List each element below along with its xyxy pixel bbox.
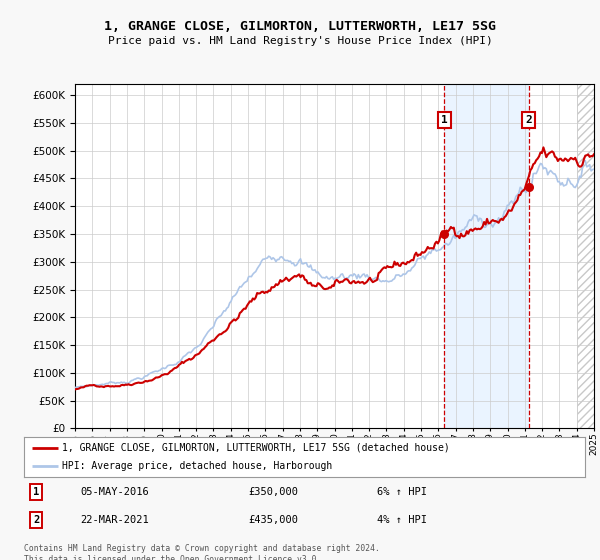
Text: HPI: Average price, detached house, Harborough: HPI: Average price, detached house, Harb… (62, 461, 332, 471)
Text: 4% ↑ HPI: 4% ↑ HPI (377, 515, 427, 525)
Text: 1: 1 (441, 115, 448, 125)
Bar (445, 84, 529, 428)
Text: 1, GRANGE CLOSE, GILMORTON, LUTTERWORTH, LE17 5SG: 1, GRANGE CLOSE, GILMORTON, LUTTERWORTH,… (104, 20, 496, 32)
Text: 1, GRANGE CLOSE, GILMORTON, LUTTERWORTH, LE17 5SG (detached house): 1, GRANGE CLOSE, GILMORTON, LUTTERWORTH,… (62, 443, 450, 452)
Text: £435,000: £435,000 (248, 515, 298, 525)
Text: 2: 2 (525, 115, 532, 125)
Text: 6% ↑ HPI: 6% ↑ HPI (377, 487, 427, 497)
Text: Contains HM Land Registry data © Crown copyright and database right 2024.
This d: Contains HM Land Registry data © Crown c… (24, 544, 380, 560)
Text: 1: 1 (33, 487, 40, 497)
Bar (577, 84, 594, 428)
Text: 05-MAY-2016: 05-MAY-2016 (80, 487, 149, 497)
Text: Price paid vs. HM Land Registry's House Price Index (HPI): Price paid vs. HM Land Registry's House … (107, 36, 493, 46)
Text: 22-MAR-2021: 22-MAR-2021 (80, 515, 149, 525)
Text: £350,000: £350,000 (248, 487, 298, 497)
Text: 2: 2 (33, 515, 40, 525)
